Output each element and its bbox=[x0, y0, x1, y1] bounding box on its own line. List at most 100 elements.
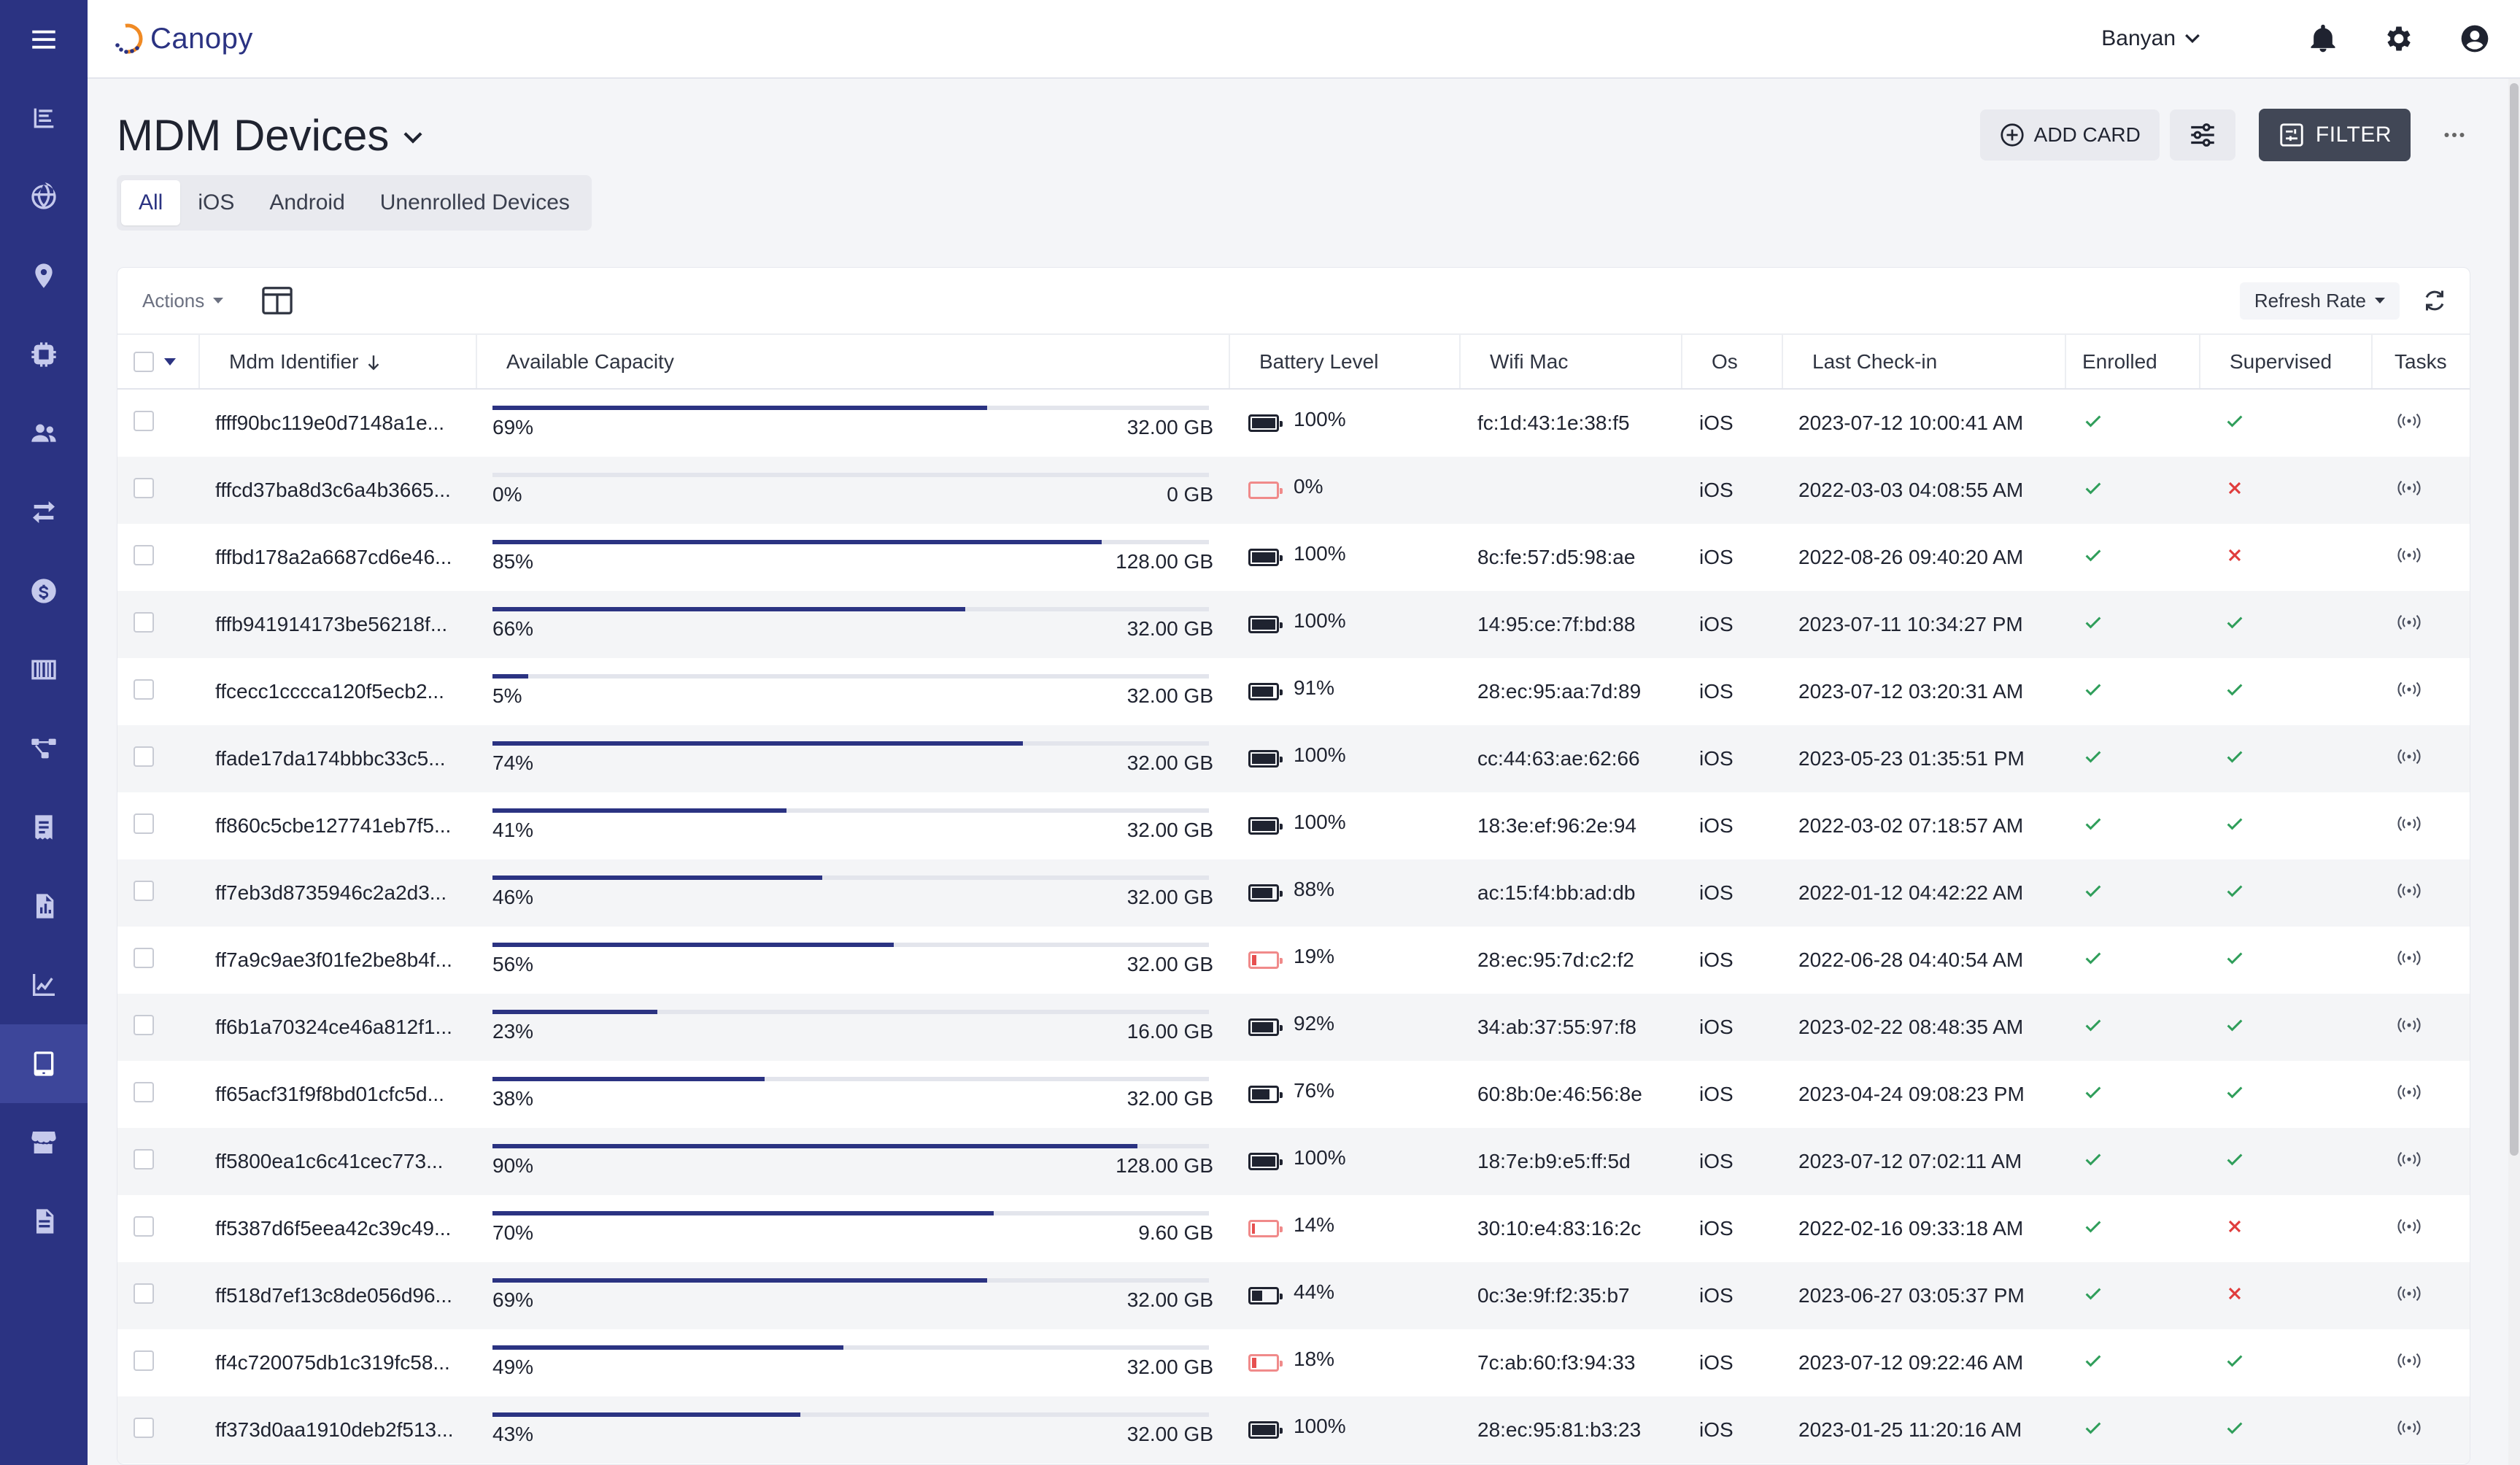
table-row[interactable]: fffbd178a2a6687cd6e46... 85% 128.00 GB 100%… bbox=[117, 524, 2470, 591]
mdm-identifier-cell[interactable]: ff373d0aa1910deb2f513... bbox=[199, 1396, 476, 1464]
table-row[interactable]: ffcecc1cccca120f5ecb2... 5% 32.00 GB 91% 28:… bbox=[117, 658, 2470, 725]
customize-button[interactable] bbox=[2169, 109, 2235, 161]
refresh-rate-dropdown[interactable]: Refresh Rate bbox=[2239, 282, 2400, 320]
mdm-identifier-cell[interactable]: ff860c5cbe127741eb7f5... bbox=[215, 814, 452, 837]
broadcast-icon[interactable] bbox=[2395, 681, 2423, 704]
row-checkbox[interactable] bbox=[134, 477, 154, 498]
table-row[interactable]: ff7a9c9ae3f01fe2be8b4f... 56% 32.00 GB 19% 2… bbox=[117, 927, 2470, 994]
table-row[interactable]: fffcd37ba8d3c6a4b3665... 0% 0 GB 0% iOS 2022-… bbox=[117, 457, 2470, 524]
table-row[interactable]: ff860c5cbe127741eb7f5... 41% 32.00 GB 100% 1… bbox=[117, 792, 2470, 859]
row-checkbox[interactable] bbox=[134, 947, 154, 968]
col-os[interactable]: Os bbox=[1682, 335, 1783, 390]
sidebar-item-workflow-icon[interactable] bbox=[0, 709, 88, 788]
table-row[interactable]: ffff90bc119e0d7148a1e... 69% 32.00 GB 100% f… bbox=[117, 389, 2470, 457]
mdm-identifier-cell[interactable]: ff65acf31f9f8bd01cfc5d... bbox=[215, 1083, 444, 1105]
table-row[interactable]: ff7eb3d8735946c2a2d3... 46% 32.00 GB 88% ac:… bbox=[117, 859, 2470, 927]
mdm-identifier-cell[interactable]: fffcd37ba8d3c6a4b3665... bbox=[199, 457, 476, 524]
canopy-logo[interactable]: Canopy bbox=[109, 20, 253, 57]
sidebar-item-receipt-icon[interactable] bbox=[0, 788, 88, 867]
broadcast-icon[interactable] bbox=[2395, 1084, 2423, 1107]
select-all-checkbox[interactable] bbox=[134, 351, 154, 372]
filter-button[interactable]: FILTER bbox=[2258, 109, 2411, 161]
gear-icon[interactable] bbox=[2383, 23, 2415, 55]
row-checkbox[interactable] bbox=[134, 746, 154, 767]
col-mdm-identifier[interactable]: Mdm Identifier bbox=[199, 335, 477, 390]
sidebar-item-transfer-icon[interactable] bbox=[0, 473, 88, 552]
page-title[interactable]: MDM Devices bbox=[117, 110, 427, 161]
bell-icon[interactable] bbox=[2307, 23, 2339, 55]
row-checkbox[interactable] bbox=[134, 1417, 154, 1438]
table-row[interactable]: ff65acf31f9f8bd01cfc5d... 38% 32.00 GB 76% 6… bbox=[117, 1061, 2470, 1128]
user-account-icon[interactable] bbox=[2459, 23, 2491, 55]
mdm-identifier-cell[interactable]: ff7a9c9ae3f01fe2be8b4f... bbox=[215, 948, 452, 971]
sidebar-item-chip-icon[interactable] bbox=[0, 315, 88, 394]
org-switcher[interactable]: Banyan bbox=[2101, 26, 2203, 51]
table-row[interactable]: ff373d0aa1910deb2f513... 43% 32.00 GB 100% 2… bbox=[117, 1396, 2470, 1464]
mdm-identifier-cell[interactable]: ff6b1a70324ce46a812f1... bbox=[199, 994, 476, 1061]
more-options-icon[interactable] bbox=[2440, 120, 2469, 150]
broadcast-icon[interactable] bbox=[2395, 1420, 2423, 1442]
col-wifi-mac[interactable]: Wifi Mac bbox=[1460, 335, 1682, 390]
sidebar-item-analytics-icon[interactable] bbox=[0, 946, 88, 1024]
row-checkbox[interactable] bbox=[134, 1081, 154, 1102]
row-checkbox[interactable] bbox=[134, 611, 154, 633]
tab-all[interactable]: All bbox=[121, 180, 181, 225]
table-row[interactable]: ff6b1a70324ce46a812f1... 23% 16.00 GB 92% 34… bbox=[117, 994, 2470, 1061]
row-checkbox[interactable] bbox=[134, 544, 154, 565]
tab-unenrolled-devices[interactable]: Unenrolled Devices bbox=[379, 190, 570, 214]
col-supervised[interactable]: Supervised bbox=[2200, 335, 2373, 390]
table-row[interactable]: ff5800ea1c6c41cec773... 90% 128.00 GB 100% 1… bbox=[117, 1128, 2470, 1195]
broadcast-icon[interactable] bbox=[2395, 413, 2423, 436]
mdm-identifier-cell[interactable]: ffff90bc119e0d7148a1e... bbox=[215, 411, 445, 434]
table-row[interactable]: ffade17da174bbbc33c5... 74% 32.00 GB 100% cc… bbox=[117, 725, 2470, 792]
table-row[interactable]: fffb941914173be56218f... 66% 32.00 GB 100% 1… bbox=[117, 591, 2470, 658]
row-checkbox[interactable] bbox=[134, 1215, 154, 1237]
tab-ios[interactable]: iOS bbox=[198, 190, 235, 214]
mdm-identifier-cell[interactable]: ffcecc1cccca120f5ecb2... bbox=[215, 680, 444, 703]
sidebar-item-barcode-icon[interactable] bbox=[0, 630, 88, 709]
mdm-identifier-cell[interactable]: fffb941914173be56218f... bbox=[199, 591, 476, 658]
col-available-capacity[interactable]: Available Capacity bbox=[476, 335, 1230, 390]
sidebar-item-location-icon[interactable] bbox=[0, 236, 88, 315]
broadcast-icon[interactable] bbox=[2395, 547, 2423, 570]
sidebar-item-globe-icon[interactable] bbox=[0, 158, 88, 236]
col-enrolled[interactable]: Enrolled bbox=[2065, 335, 2200, 390]
row-checkbox[interactable] bbox=[134, 1148, 154, 1170]
refresh-icon[interactable] bbox=[2422, 287, 2448, 314]
sidebar-item-reports-icon[interactable] bbox=[0, 79, 88, 158]
mdm-identifier-cell[interactable]: ff5800ea1c6c41cec773... bbox=[199, 1128, 476, 1195]
col-tasks[interactable]: Tasks bbox=[2372, 335, 2470, 390]
menu-icon[interactable] bbox=[0, 0, 88, 79]
row-checkbox[interactable] bbox=[134, 410, 154, 431]
row-checkbox[interactable] bbox=[134, 1283, 154, 1304]
row-checkbox[interactable] bbox=[134, 813, 154, 834]
actions-dropdown[interactable]: Actions bbox=[142, 290, 224, 312]
mdm-identifier-cell[interactable]: ff5387d6f5eea42c39c49... bbox=[215, 1217, 452, 1240]
mdm-identifier-cell[interactable]: ff4c720075db1c319fc58... bbox=[215, 1351, 450, 1374]
broadcast-icon[interactable] bbox=[2395, 614, 2423, 637]
sidebar-item-users-icon[interactable] bbox=[0, 394, 88, 473]
col-battery-level[interactable]: Battery Level bbox=[1229, 335, 1461, 390]
sidebar-item-devices-icon[interactable] bbox=[0, 1024, 88, 1103]
sidebar-item-document-chart-icon[interactable] bbox=[0, 867, 88, 946]
page-scrollbar[interactable] bbox=[2508, 79, 2520, 1465]
broadcast-icon[interactable] bbox=[2395, 1151, 2423, 1174]
broadcast-icon[interactable] bbox=[2395, 1218, 2423, 1241]
broadcast-icon[interactable] bbox=[2395, 480, 2423, 503]
col-last-checkin[interactable]: Last Check-in bbox=[1782, 335, 2066, 390]
tab-android[interactable]: Android bbox=[269, 190, 345, 214]
table-row[interactable]: ff518d7ef13c8de056d96... 69% 32.00 GB 44% 0c… bbox=[117, 1262, 2470, 1329]
sidebar-item-document-icon[interactable] bbox=[0, 1182, 88, 1261]
broadcast-icon[interactable] bbox=[2395, 883, 2423, 905]
mdm-identifier-cell[interactable]: ff518d7ef13c8de056d96... bbox=[199, 1262, 476, 1329]
table-row[interactable]: ff4c720075db1c319fc58... 49% 32.00 GB 18% 7c… bbox=[117, 1329, 2470, 1396]
row-checkbox[interactable] bbox=[134, 880, 154, 901]
add-card-button[interactable]: ADD CARD bbox=[1979, 109, 2160, 161]
sidebar-item-billing-icon[interactable] bbox=[0, 552, 88, 630]
select-all-header[interactable] bbox=[117, 335, 200, 390]
table-row[interactable]: ff5387d6f5eea42c39c49... 70% 9.60 GB 14% 30:… bbox=[117, 1195, 2470, 1262]
mdm-identifier-cell[interactable]: fffbd178a2a6687cd6e46... bbox=[215, 546, 452, 568]
columns-icon[interactable] bbox=[261, 286, 293, 315]
broadcast-icon[interactable] bbox=[2395, 1017, 2423, 1040]
row-checkbox[interactable] bbox=[134, 1350, 154, 1371]
